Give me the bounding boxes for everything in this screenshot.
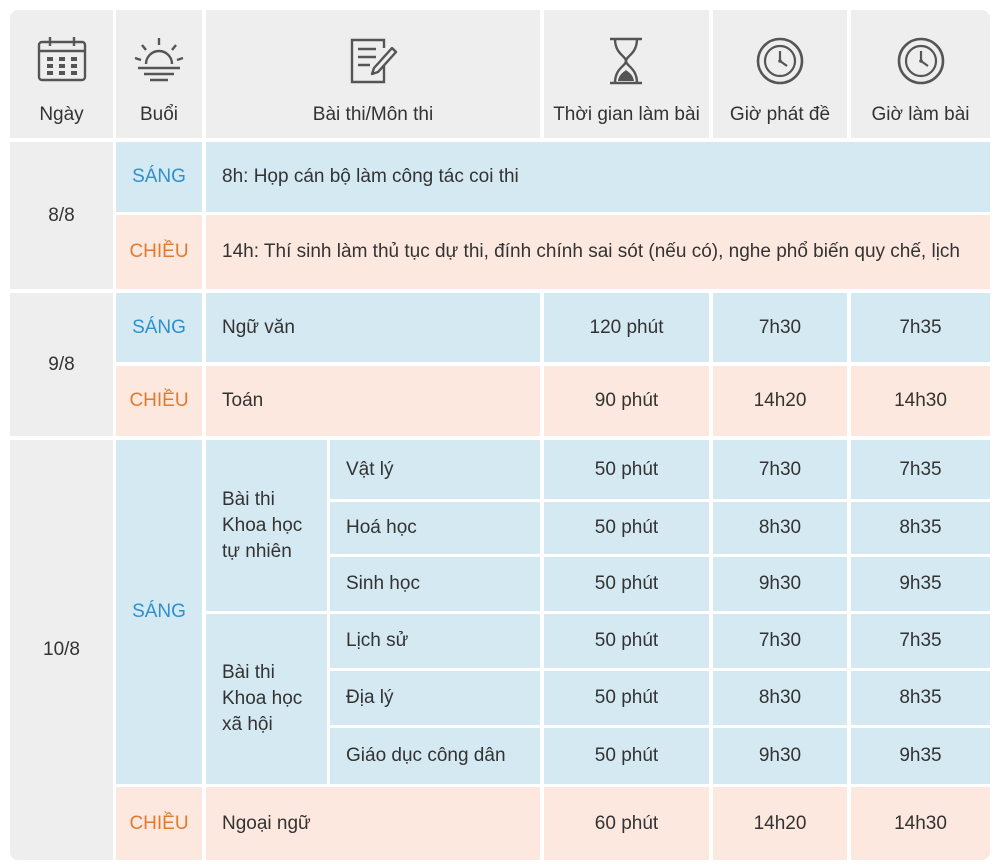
header-handout-label: Giờ phát đề: [729, 104, 831, 125]
duration-value: 120 phút: [544, 293, 709, 362]
day-8-8-date: 8/8: [10, 142, 113, 289]
header-subject-label: Bài thi/Môn thi: [312, 104, 434, 125]
header-start-label: Giờ làm bài: [871, 104, 970, 125]
clock-icon: [756, 37, 804, 85]
start-time: 14h30: [851, 366, 990, 436]
group-social-sciences: Bài thi Khoa học xã hội: [206, 614, 327, 784]
handout-time: 14h20: [713, 787, 847, 860]
header-subject: Bài thi/Môn thi: [206, 10, 540, 138]
duration-value: 50 phút: [544, 671, 709, 725]
handout-time: 7h30: [713, 293, 847, 362]
handout-time: 14h20: [713, 366, 847, 436]
session-morning: SÁNG: [116, 440, 202, 784]
group-line: Bài thi: [222, 662, 275, 683]
start-time: 7h35: [851, 440, 990, 499]
sunrise-icon: [134, 38, 184, 82]
session-afternoon: CHIỀU: [116, 215, 202, 289]
subject-name: Vật lý: [330, 440, 540, 499]
header-session: Buổi: [116, 10, 202, 138]
header-day: Ngày: [10, 10, 113, 138]
subject-name: Sinh học: [330, 557, 540, 611]
day-10-8-date: 10/8: [10, 440, 113, 860]
handout-time: 8h30: [713, 502, 847, 554]
subject-name: Toán: [206, 366, 540, 436]
session-afternoon: CHIỀU: [116, 366, 202, 436]
calendar-icon: [37, 37, 87, 82]
header-handout: Giờ phát đề: [713, 10, 847, 138]
duration-value: 50 phút: [544, 557, 709, 611]
duration-value: 50 phút: [544, 440, 709, 499]
duration-value: 50 phút: [544, 502, 709, 554]
hourglass-icon: [610, 37, 642, 85]
group-line: Khoa học: [222, 514, 303, 536]
header-duration: Thời gian làm bài: [544, 10, 709, 138]
subject-name: Lịch sử: [330, 614, 540, 668]
handout-time: 8h30: [713, 671, 847, 725]
session-morning: SÁNG: [116, 142, 202, 212]
day-8-8-morning-text: 8h: Họp cán bộ làm công tác coi thi: [206, 142, 990, 212]
start-time: 9h35: [851, 728, 990, 784]
header-duration-label: Thời gian làm bài: [553, 104, 700, 125]
group-line: tự nhiên: [222, 540, 292, 562]
start-time: 8h35: [851, 502, 990, 554]
handout-time: 7h30: [713, 614, 847, 668]
start-time: 14h30: [851, 787, 990, 860]
document-pen-icon: [350, 38, 398, 84]
group-natural-sciences: Bài thi Khoa học tự nhiên: [206, 440, 327, 611]
header-day-label: Ngày: [39, 104, 84, 125]
subject-name: Hoá học: [330, 502, 540, 554]
handout-time: 9h30: [713, 728, 847, 784]
clock-icon: [897, 37, 945, 85]
subject-name: Giáo dục công dân: [330, 728, 540, 784]
group-line: Khoa học: [222, 688, 303, 709]
subject-name: Ngoại ngữ: [206, 787, 540, 860]
start-time: 8h35: [851, 671, 990, 725]
handout-time: 7h30: [713, 440, 847, 499]
handout-time: 9h30: [713, 557, 847, 611]
day-8-8-afternoon-text: 14h: Thí sinh làm thủ tục dự thi, đính c…: [206, 215, 990, 289]
subject-name: Ngữ văn: [206, 293, 540, 362]
duration-value: 50 phút: [544, 728, 709, 784]
header-start: Giờ làm bài: [851, 10, 990, 138]
header-session-label: Buổi: [139, 104, 179, 125]
group-line: Bài thi: [222, 488, 275, 510]
exam-schedule-table: Ngày Buổi Bài thi/Môn thi: [10, 10, 990, 860]
start-time: 9h35: [851, 557, 990, 611]
subject-name: Địa lý: [330, 671, 540, 725]
session-afternoon: CHIỀU: [116, 787, 202, 860]
session-morning: SÁNG: [116, 293, 202, 362]
start-time: 7h35: [851, 293, 990, 362]
duration-value: 60 phút: [544, 787, 709, 860]
duration-value: 90 phút: [544, 366, 709, 436]
start-time: 7h35: [851, 614, 990, 668]
day-9-8-date: 9/8: [10, 293, 113, 436]
group-line: xã hội: [222, 714, 273, 735]
duration-value: 50 phút: [544, 614, 709, 668]
